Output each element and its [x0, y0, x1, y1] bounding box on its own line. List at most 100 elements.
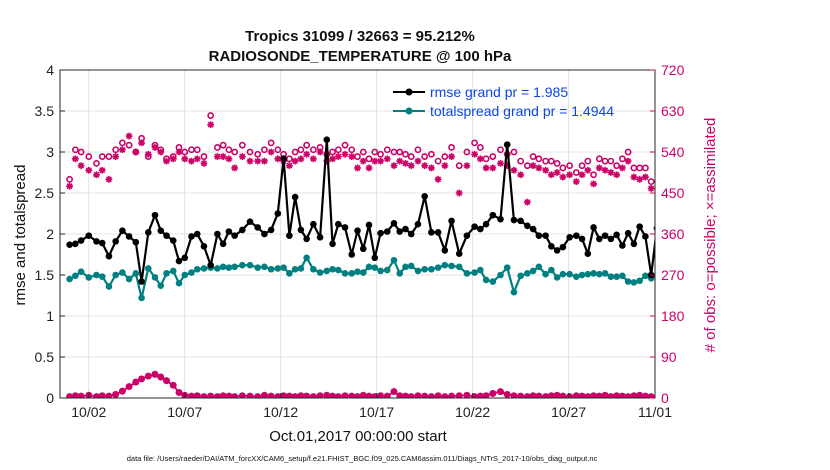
obs-possible-point: [630, 164, 638, 172]
obs-baseline-point-x: [497, 388, 504, 396]
obs-assimilated-point: [377, 157, 384, 165]
rmse-point: [489, 211, 497, 219]
obs-possible-point: [309, 146, 317, 154]
totalspread-point: [542, 270, 549, 278]
rmse-point: [619, 242, 626, 249]
totalspread-point: [535, 263, 543, 271]
obs-possible-point: [407, 153, 415, 160]
rmse-point: [132, 238, 140, 246]
obs-possible-point: [402, 150, 409, 158]
obs-possible-point: [642, 164, 649, 172]
obs-possible-point: [510, 148, 518, 156]
obs-possible-point: [572, 169, 580, 176]
y-right-tick-label: 180: [661, 308, 685, 324]
obs-possible-point: [112, 146, 120, 154]
rmse-point: [601, 232, 609, 239]
obs-baseline-point-x: [66, 393, 73, 398]
totalspread-point: [601, 270, 609, 277]
obs-baseline-point-x: [98, 392, 106, 398]
totalspread-point: [261, 263, 268, 271]
rmse-point: [559, 243, 567, 251]
obs-assimilated-point: [497, 159, 504, 167]
obs-baseline-point-x: [601, 391, 609, 398]
totalspread-point: [231, 263, 238, 271]
rmse-point: [566, 233, 573, 241]
totalspread-point: [316, 269, 324, 276]
rmse-point: [175, 257, 183, 265]
obs-possible-point: [71, 146, 79, 154]
totalspread-point: [200, 265, 208, 272]
rmse-point: [624, 229, 632, 237]
obs-assimilated-point: [441, 162, 449, 170]
obs-assimilated-point: [354, 164, 361, 172]
obs-possible-point: [559, 164, 567, 172]
totalspread-point: [463, 270, 471, 277]
obs-baseline-point-x: [482, 392, 490, 398]
obs-assimilated-point: [523, 198, 531, 206]
obs-possible-point: [354, 153, 361, 160]
rmse-point: [730, 204, 737, 211]
obs-baseline-point-x: [359, 391, 367, 398]
obs-baseline-point-x: [112, 390, 120, 398]
obs-assimilated-point: [125, 132, 133, 140]
rmse-point: [753, 164, 760, 171]
rmse-point: [510, 216, 518, 224]
obs-possible-point: [584, 157, 592, 165]
rmse-point: [286, 232, 293, 239]
rmse-point: [66, 241, 73, 248]
obs-baseline-point-x: [303, 392, 311, 398]
obs-assimilated-point: [402, 159, 409, 167]
totalspread-point: [98, 273, 106, 280]
obs-assimilated-point: [93, 171, 100, 179]
rmse-point: [613, 231, 620, 239]
obs-possible-point: [489, 153, 497, 160]
rmse-point: [246, 218, 254, 225]
rmse-point: [354, 227, 361, 235]
legend-spread-marker: [405, 107, 413, 115]
obs-assimilated-point: [624, 157, 632, 165]
totalspread-point: [630, 279, 638, 286]
obs-baseline-point-x: [607, 393, 615, 398]
totalspread-point: [482, 276, 490, 284]
obs-assimilated-point: [151, 144, 159, 151]
obs-baseline-point-x: [396, 392, 404, 398]
rmse-point: [553, 247, 561, 254]
totalspread-point: [341, 270, 349, 277]
rmse-point: [455, 250, 463, 257]
totalspread-point: [254, 264, 261, 271]
obs-possible-point: [238, 141, 246, 149]
rmse-point: [636, 223, 643, 230]
obs-possible-point: [607, 157, 615, 165]
rmse-point: [517, 217, 524, 225]
obs-assimilated-point: [213, 153, 221, 160]
rmse-point: [529, 225, 537, 233]
rmse-point: [359, 245, 367, 253]
obs-baseline-point-x: [125, 383, 133, 391]
obs-possible-point: [414, 146, 422, 154]
obs-baseline-point-x: [144, 372, 152, 380]
totalspread-point: [119, 269, 126, 276]
y-tick-label: 0.5: [35, 349, 55, 365]
obs-assimilated-point: [584, 166, 592, 174]
y-right-tick-label: 720: [661, 62, 685, 78]
obs-possible-point: [553, 159, 561, 167]
obs-assimilated-point: [207, 121, 215, 129]
totalspread-point: [524, 270, 531, 277]
rmse-point: [239, 226, 246, 234]
obs-possible-point: [463, 148, 471, 156]
obs-assimilated-point: [365, 164, 373, 172]
obs-baseline-point-x: [489, 390, 497, 397]
obs-baseline-point-x: [434, 392, 442, 398]
totalspread-point: [310, 265, 317, 273]
rmse-point: [630, 240, 638, 248]
obs-baseline-point-x: [503, 390, 511, 398]
totalspread-point: [267, 265, 275, 273]
obs-baseline-point-x: [274, 393, 282, 398]
obs-baseline-point-x: [207, 392, 215, 398]
rmse-point: [573, 232, 580, 239]
obs-possible-point: [427, 150, 435, 158]
obs-baseline-point-x: [93, 393, 100, 398]
rmse-point: [748, 245, 755, 252]
rmse-point: [684, 274, 691, 281]
obs-baseline-point-x: [200, 393, 208, 398]
